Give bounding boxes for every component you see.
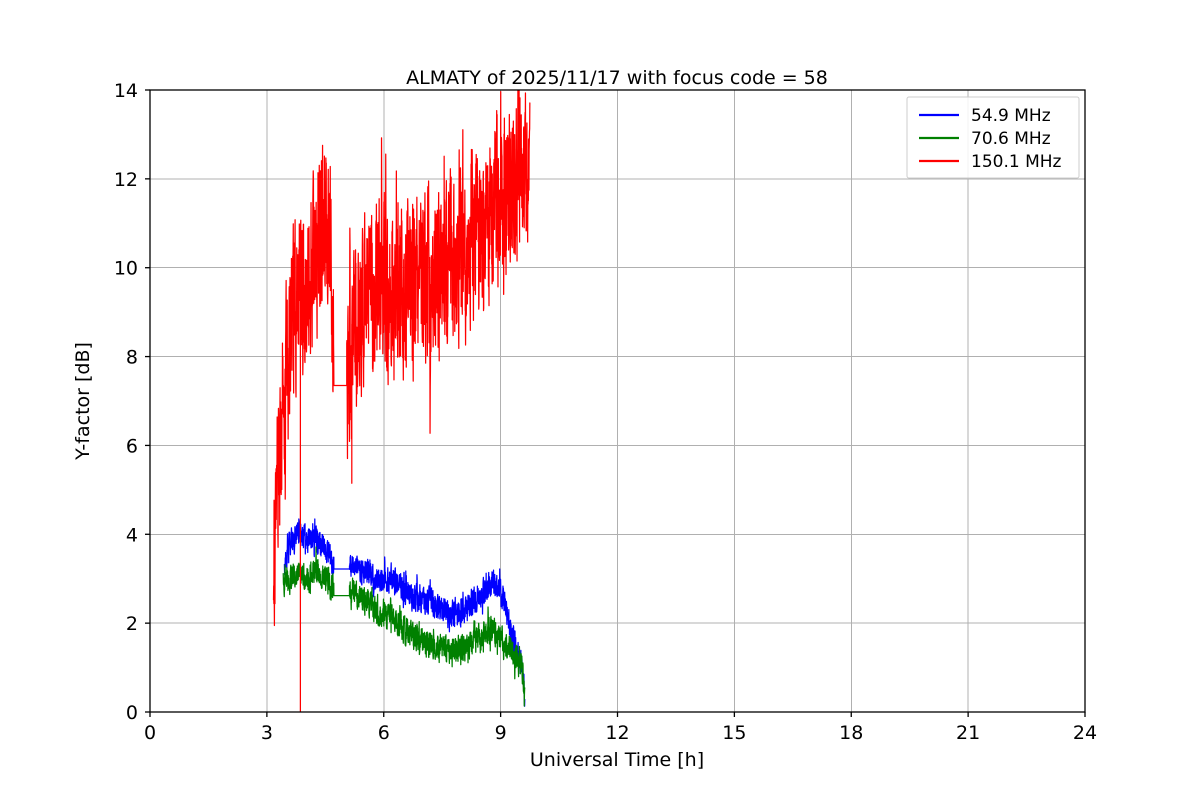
y-tick-label: 14: [114, 80, 138, 102]
y-tick-label: 6: [126, 435, 138, 457]
y-tick-label: 0: [126, 702, 138, 724]
series-line-70-6-mhz: [282, 546, 526, 707]
legend-label-54-9-mhz: 54.9 MHz: [971, 106, 1051, 126]
y-tick-label: 12: [114, 169, 138, 191]
data-series-group: [272, 90, 531, 712]
series-line-54-9-mhz: [283, 518, 526, 707]
x-tick-label: 3: [261, 722, 273, 744]
legend-label-70-6-mhz: 70.6 MHz: [971, 129, 1051, 149]
legend-label-150-1-mhz: 150.1 MHz: [971, 152, 1062, 172]
x-tick-label: 21: [956, 722, 980, 744]
x-tick-label: 18: [839, 722, 863, 744]
x-axis-label: Universal Time [h]: [530, 749, 704, 771]
x-tick-label: 6: [378, 722, 390, 744]
y-tick-label: 4: [126, 524, 138, 546]
x-tick-label: 9: [495, 722, 507, 744]
y-axis-label: Y-factor [dB]: [72, 342, 94, 461]
x-tick-label: 15: [722, 722, 746, 744]
chart-title: ALMATY of 2025/11/17 with focus code = 5…: [406, 67, 828, 89]
y-tick-label: 8: [126, 347, 138, 369]
x-tick-label: 24: [1073, 722, 1097, 744]
x-tick-label: 0: [144, 722, 156, 744]
legend-background: [906, 96, 1080, 179]
series-line-150-1-mhz: [272, 90, 531, 712]
chart-legend[interactable]: 54.9 MHz 70.6 MHz 150.1 MHz: [906, 96, 1080, 179]
x-tick-label: 12: [605, 722, 629, 744]
y-tick-label: 10: [114, 258, 138, 280]
y-tick-label: 2: [126, 613, 138, 635]
